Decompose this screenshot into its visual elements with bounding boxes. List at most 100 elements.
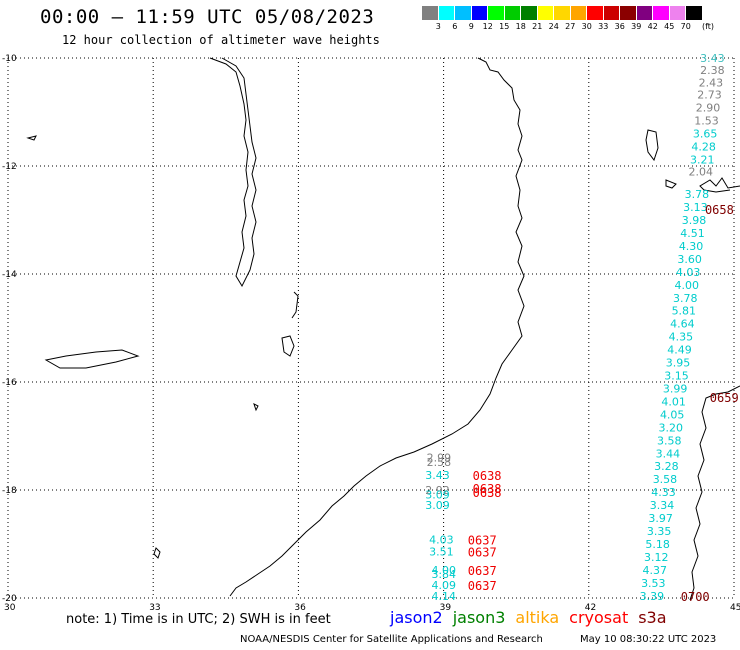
legend-tick-label: 24 [548,22,559,31]
wave-height-value: 3.43 [700,52,725,65]
legend-tick-label: 12 [482,22,493,31]
wave-height-value: 4.01 [661,395,686,408]
wave-height-value: 2.99 [427,452,452,465]
lake-kariba-fragment [153,547,161,559]
legend-swatches [422,6,703,20]
pass-time-label: 0638 [473,482,502,496]
wave-height-value: 3.39 [640,590,665,603]
wave-height-value: 3.13 [683,201,708,214]
wave-height-value: 2.38 [700,64,725,77]
wave-height-value: 3.51 [429,546,454,559]
wave-height-value: 4.28 [691,141,716,154]
latitude-label: -10 [2,54,17,64]
mission-cryosat: cryosat [569,608,629,627]
legend-tick-label: 18 [515,22,526,31]
legend-swatch [669,6,686,20]
wave-height-value: 3.35 [647,525,672,538]
legend-tick-label: 30 [581,22,592,31]
legend-tick-label: 45 [664,22,675,31]
wave-height-value: 2.43 [699,76,724,89]
units-note: note: 1) Time is in UTC; 2) SWH is in fe… [66,612,331,627]
latitude-label: -14 [2,270,17,280]
longitude-label: 45 [730,603,740,613]
longitude-label: 39 [440,603,452,613]
legend-labels: 3 6 9 12 15 18 21 24 27 30 33 36 39 42 45 70 [422,20,703,31]
wave-height-value: 3.09 [425,499,450,512]
wave-height-value: 4.03 [676,266,701,279]
wave-height-value: 3.78 [685,188,710,201]
madagascar-coastline [689,385,740,601]
map-title: 00:00 – 11:59 UTC 05/08/2023 [40,6,375,28]
wave-height-value: 3.15 [664,370,689,383]
legend-swatch [438,6,455,20]
wave-height-value: 3.58 [657,434,682,447]
wave-height-value: 4.03 [429,534,454,547]
wave-height-value: 4.35 [669,331,694,344]
legend-tick-label: 3 [435,22,441,31]
legend-tick-label: 42 [647,22,658,31]
legend-tick-label: 36 [614,22,625,31]
wave-height-value: 3.78 [673,292,698,305]
legend-tick-label: 27 [565,22,576,31]
wave-height-value: 3.09 [425,488,450,501]
legend-tick-label: 6 [452,22,458,31]
latitude-label: -18 [2,486,17,496]
lake-chilwa [281,335,295,357]
wave-height-value: 3.20 [658,421,683,434]
wave-height-value: 3.97 [648,512,673,525]
legend-swatch [455,6,472,20]
legend-swatch [521,6,538,20]
wave-height-value: 3.28 [654,460,679,473]
pass-time-label: 0638 [473,469,502,483]
legend-unit: (ft) [702,22,715,31]
wave-height-value: 3.65 [693,128,718,141]
pass-time-label: 0637 [468,546,497,560]
legend-swatch [537,6,554,20]
wave-height-value: 4.51 [680,227,705,240]
wave-height-value: 2.58 [427,456,452,469]
wave-height-value: 3.12 [644,551,669,564]
wave-height-value: 3.44 [656,447,681,460]
legend-swatch [653,6,670,20]
mainland-coastline [229,57,525,597]
legend-swatch [587,6,604,20]
legend-swatch [504,6,521,20]
legend-tick-label: 39 [631,22,642,31]
wave-height-value: 2.92 [425,484,450,497]
legend-tick-label: 9 [468,22,474,31]
longitude-label: 36 [294,603,306,613]
pass-time-label: 0638 [473,486,502,500]
wave-height-value: 3.21 [690,154,715,167]
shire-river [291,291,299,319]
wave-height-value: 4.00 [432,564,457,577]
legend-tick-label: 70 [680,22,691,31]
map-subtitle: 12 hour collection of altimeter wave hei… [62,33,380,47]
legend-swatch [603,6,620,20]
wave-height-value: 4.64 [670,318,695,331]
legend-tick-label: 15 [499,22,510,31]
legend-swatch [471,6,488,20]
legend-swatch [422,6,439,20]
longitude-label: 33 [149,603,160,613]
wave-height-value: 3.60 [677,253,702,266]
generated-timestamp: May 10 08:30:22 UTC 2023 [580,634,717,645]
wave-height-value: 4.37 [643,564,668,577]
latitude-label: -12 [2,162,17,172]
wave-height-value: 3.95 [666,357,691,370]
wave-height-value: 3.84 [432,568,457,581]
wave-height-value: 1.53 [694,115,719,128]
comoros-island [645,129,659,162]
longitude-label: 42 [585,603,596,613]
wave-height-labels: 3.432.382.432.732.901.533.654.283.212.04… [425,52,724,603]
wave-height-value: 3.34 [650,499,675,512]
wave-height-value: 2.90 [696,102,721,115]
legend-swatch [554,6,571,20]
wave-height-value: 4.30 [679,240,704,253]
madagascar-north-tip [699,177,740,193]
mission-jason2: jason2 [390,608,443,627]
wave-height-value: 3.98 [682,214,707,227]
source-credit: NOAA/NESDIS Center for Satellite Applica… [240,634,543,645]
mission-s3a: s3a [638,608,667,627]
wave-height-value: 4.14 [432,590,457,603]
wave-height-value: 4.09 [432,579,457,592]
